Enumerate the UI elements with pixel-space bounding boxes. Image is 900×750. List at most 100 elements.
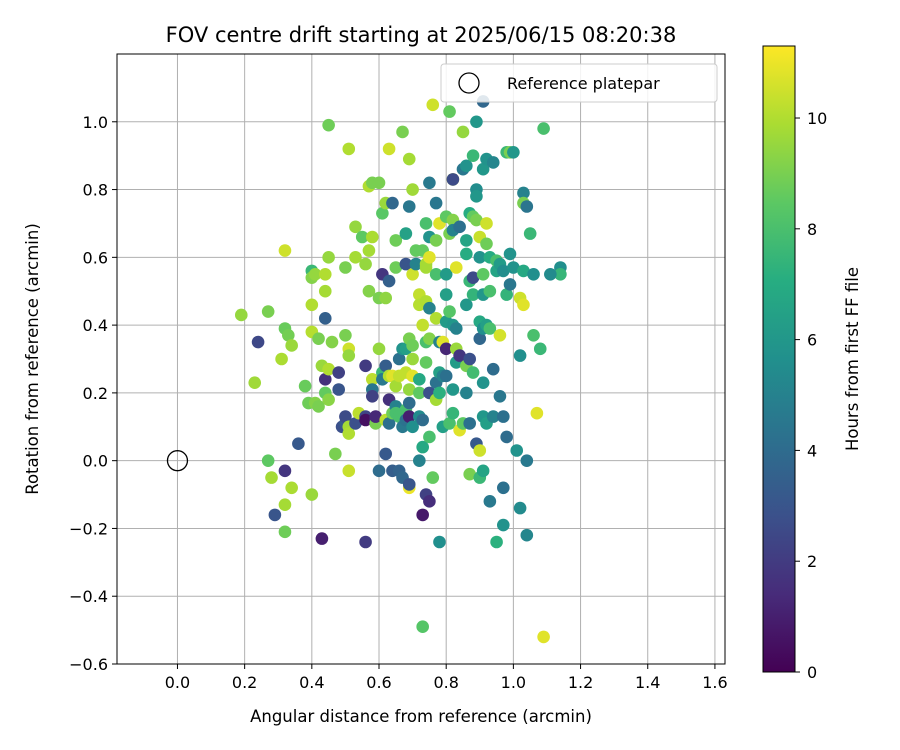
data-point — [523, 227, 537, 240]
colorbar-tick-label: 10 — [807, 109, 827, 128]
data-point — [392, 352, 406, 366]
data-point — [265, 471, 278, 484]
data-point — [463, 467, 477, 481]
data-point — [349, 251, 362, 264]
data-point — [278, 464, 292, 478]
data-point — [476, 376, 490, 390]
data-point — [402, 200, 416, 213]
data-point — [234, 308, 248, 322]
data-point — [537, 122, 550, 135]
data-point — [248, 376, 262, 390]
data-point — [520, 454, 534, 467]
data-point — [413, 454, 426, 467]
data-point — [261, 454, 275, 467]
data-point — [382, 417, 396, 430]
y-tick-label: 0.2 — [83, 384, 108, 403]
data-point — [439, 267, 453, 281]
data-point — [466, 271, 480, 284]
colorbar-tick-label: 0 — [807, 663, 817, 682]
data-point — [416, 318, 429, 332]
data-point — [429, 267, 443, 281]
data-point — [483, 284, 497, 298]
data-point — [419, 356, 433, 369]
data-point — [332, 366, 346, 379]
data-point — [433, 535, 446, 549]
data-point — [443, 417, 456, 430]
x-tick-label: 1.4 — [635, 673, 660, 692]
data-point — [446, 406, 460, 420]
data-point — [389, 234, 403, 247]
x-axis-ticks: 0.0 0.2 0.4 0.6 0.8 1.0 1.2 1.4 1.6 — [165, 664, 728, 692]
data-point — [325, 335, 339, 349]
data-points — [234, 95, 567, 644]
x-tick-label: 1.0 — [501, 673, 526, 692]
data-point — [396, 125, 409, 139]
data-point — [322, 251, 335, 264]
colorbar-label: Hours from first FF file — [843, 267, 862, 451]
data-point — [527, 328, 540, 342]
data-point — [453, 220, 466, 234]
data-point — [318, 267, 332, 281]
data-point — [308, 267, 322, 281]
data-point — [426, 98, 440, 112]
data-point — [439, 288, 453, 301]
data-point — [416, 440, 429, 454]
data-point — [503, 247, 517, 261]
data-point — [507, 145, 520, 159]
data-point — [268, 508, 282, 522]
data-point — [439, 369, 453, 383]
data-point — [342, 142, 356, 156]
data-point — [480, 217, 493, 230]
colorbar-tick-label: 8 — [807, 220, 817, 239]
data-point — [416, 620, 429, 634]
data-point — [369, 410, 382, 423]
data-point — [527, 267, 540, 281]
data-point — [285, 339, 298, 352]
y-tick-label: 0.0 — [83, 452, 108, 471]
data-point — [466, 149, 480, 162]
data-point — [423, 176, 436, 190]
data-point — [389, 379, 403, 393]
colorbar-ticks: 0 2 4 6 8 10 — [795, 109, 827, 682]
data-point — [382, 274, 396, 288]
data-point — [382, 142, 396, 156]
data-point — [386, 196, 399, 210]
data-point — [419, 217, 433, 230]
y-tick-label: −0.6 — [69, 655, 108, 674]
data-point — [315, 532, 329, 545]
data-point — [486, 410, 500, 423]
x-tick-label: 1.6 — [702, 673, 727, 692]
x-tick-label: 0.2 — [232, 673, 257, 692]
data-point — [507, 261, 520, 274]
y-tick-label: −0.4 — [69, 587, 108, 606]
data-point — [282, 328, 295, 342]
data-point — [449, 322, 463, 335]
data-point — [312, 400, 325, 413]
data-point — [470, 190, 483, 203]
data-point — [372, 342, 386, 356]
data-point — [433, 386, 446, 400]
data-point — [406, 420, 419, 434]
data-point — [292, 437, 305, 451]
colorbar-tick-label: 6 — [807, 331, 817, 350]
data-point — [533, 342, 547, 356]
data-point — [446, 173, 460, 186]
data-point — [355, 230, 369, 244]
x-tick-label: 1.2 — [568, 673, 593, 692]
legend-box — [440, 63, 718, 103]
data-point — [359, 257, 372, 271]
y-tick-label: −0.2 — [69, 519, 108, 538]
reference-platepar-marker — [166, 450, 189, 472]
data-point — [365, 373, 379, 386]
data-point — [285, 481, 298, 495]
data-point — [429, 234, 443, 247]
data-point — [443, 305, 456, 318]
y-tick-label: 0.6 — [83, 248, 108, 267]
data-point — [322, 362, 335, 376]
data-point — [342, 349, 356, 362]
data-point — [423, 251, 436, 264]
data-point — [496, 264, 510, 278]
data-point — [466, 288, 480, 301]
data-point — [423, 495, 436, 508]
data-point — [480, 237, 493, 251]
